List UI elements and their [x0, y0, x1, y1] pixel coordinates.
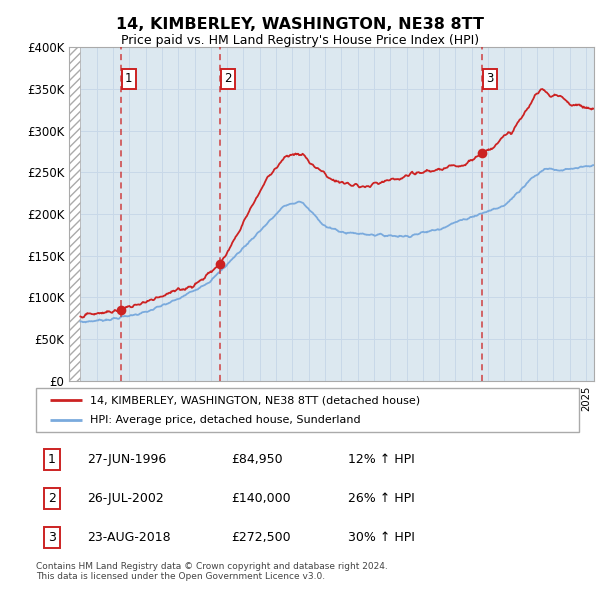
- Text: £140,000: £140,000: [232, 492, 291, 505]
- Text: £272,500: £272,500: [232, 531, 291, 544]
- Text: Price paid vs. HM Land Registry's House Price Index (HPI): Price paid vs. HM Land Registry's House …: [121, 34, 479, 47]
- Text: 2: 2: [48, 492, 56, 505]
- Text: 26% ↑ HPI: 26% ↑ HPI: [348, 492, 415, 505]
- Text: 27-JUN-1996: 27-JUN-1996: [88, 453, 167, 466]
- Text: HPI: Average price, detached house, Sunderland: HPI: Average price, detached house, Sund…: [91, 415, 361, 425]
- Text: 30% ↑ HPI: 30% ↑ HPI: [348, 531, 415, 544]
- Text: 1: 1: [48, 453, 56, 466]
- Text: 26-JUL-2002: 26-JUL-2002: [88, 492, 164, 505]
- FancyBboxPatch shape: [36, 388, 579, 432]
- Text: Contains HM Land Registry data © Crown copyright and database right 2024.
This d: Contains HM Land Registry data © Crown c…: [36, 562, 388, 581]
- Text: 14, KIMBERLEY, WASHINGTON, NE38 8TT (detached house): 14, KIMBERLEY, WASHINGTON, NE38 8TT (det…: [91, 395, 421, 405]
- Text: £84,950: £84,950: [232, 453, 283, 466]
- Text: 12% ↑ HPI: 12% ↑ HPI: [348, 453, 415, 466]
- Text: 2: 2: [224, 73, 232, 86]
- Bar: [69, 47, 80, 381]
- Text: 1: 1: [125, 73, 133, 86]
- Text: 3: 3: [486, 73, 494, 86]
- Text: 3: 3: [48, 531, 56, 544]
- Text: 14, KIMBERLEY, WASHINGTON, NE38 8TT: 14, KIMBERLEY, WASHINGTON, NE38 8TT: [116, 17, 484, 31]
- Text: 23-AUG-2018: 23-AUG-2018: [88, 531, 171, 544]
